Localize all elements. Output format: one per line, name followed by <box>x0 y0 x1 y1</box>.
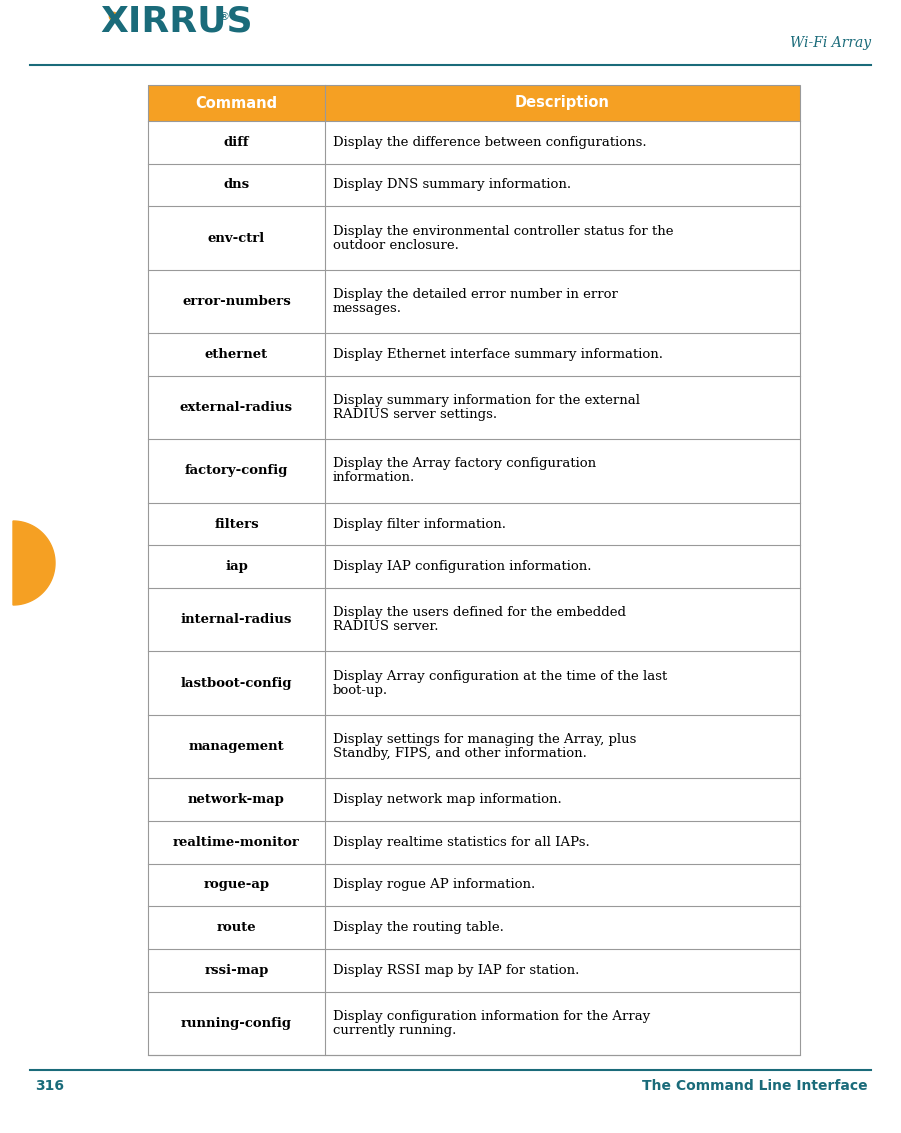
Text: outdoor enclosure.: outdoor enclosure. <box>333 239 459 252</box>
Text: running-config: running-config <box>181 1016 292 1030</box>
Text: dns: dns <box>223 179 250 191</box>
Text: XIRRUS: XIRRUS <box>100 5 252 39</box>
Text: management: management <box>188 740 285 753</box>
Text: filters: filters <box>214 518 259 530</box>
Text: Display network map information.: Display network map information. <box>333 793 561 806</box>
Text: RADIUS server settings.: RADIUS server settings. <box>333 408 497 421</box>
Text: Display the detailed error number in error: Display the detailed error number in err… <box>333 288 618 301</box>
Text: Display RSSI map by IAP for station.: Display RSSI map by IAP for station. <box>333 964 579 977</box>
Text: information.: information. <box>333 471 415 485</box>
Text: network-map: network-map <box>188 793 285 806</box>
Text: Display Array configuration at the time of the last: Display Array configuration at the time … <box>333 670 668 682</box>
Text: Display the users defined for the embedded: Display the users defined for the embedd… <box>333 606 626 620</box>
Text: env-ctrl: env-ctrl <box>208 231 265 245</box>
Text: RADIUS server.: RADIUS server. <box>333 620 439 633</box>
Bar <box>148 85 800 1055</box>
Text: internal-radius: internal-radius <box>181 613 292 627</box>
Text: 316: 316 <box>35 1079 64 1093</box>
Text: currently running.: currently running. <box>333 1024 457 1037</box>
Text: Standby, FIPS, and other information.: Standby, FIPS, and other information. <box>333 747 587 760</box>
Text: Command: Command <box>196 95 278 111</box>
Bar <box>148 85 800 121</box>
Text: rogue-ap: rogue-ap <box>204 878 269 892</box>
Text: external-radius: external-radius <box>180 401 293 414</box>
Text: boot-up.: boot-up. <box>333 683 388 697</box>
Text: Display IAP configuration information.: Display IAP configuration information. <box>333 560 591 573</box>
Text: ethernet: ethernet <box>205 348 268 361</box>
Text: iap: iap <box>225 560 248 573</box>
Text: Display Ethernet interface summary information.: Display Ethernet interface summary infor… <box>333 348 663 361</box>
Text: factory-config: factory-config <box>185 465 288 477</box>
Text: diff: diff <box>223 136 250 148</box>
Text: Display summary information for the external: Display summary information for the exte… <box>333 394 640 407</box>
Text: Display the routing table.: Display the routing table. <box>333 921 504 934</box>
Text: error-numbers: error-numbers <box>182 295 291 308</box>
Text: route: route <box>216 921 256 934</box>
Text: The Command Line Interface: The Command Line Interface <box>642 1079 868 1093</box>
Text: Description: Description <box>515 95 610 111</box>
Text: messages.: messages. <box>333 303 402 315</box>
Text: Wi-Fi Array: Wi-Fi Array <box>790 36 871 50</box>
Text: Display filter information.: Display filter information. <box>333 518 506 530</box>
Text: rssi-map: rssi-map <box>205 964 268 977</box>
Text: Display the environmental controller status for the: Display the environmental controller sta… <box>333 224 674 238</box>
Text: Display realtime statistics for all IAPs.: Display realtime statistics for all IAPs… <box>333 836 590 849</box>
Text: ®: ® <box>218 12 229 22</box>
Text: Display settings for managing the Array, plus: Display settings for managing the Array,… <box>333 733 636 746</box>
Text: Display the difference between configurations.: Display the difference between configura… <box>333 136 647 148</box>
Text: Display DNS summary information.: Display DNS summary information. <box>333 179 571 191</box>
Text: Display rogue AP information.: Display rogue AP information. <box>333 878 535 892</box>
Text: realtime-monitor: realtime-monitor <box>173 836 300 849</box>
Polygon shape <box>13 521 55 605</box>
Text: Display the Array factory configuration: Display the Array factory configuration <box>333 458 596 470</box>
Text: lastboot-config: lastboot-config <box>181 676 292 690</box>
Text: Display configuration information for the Array: Display configuration information for th… <box>333 1010 651 1023</box>
